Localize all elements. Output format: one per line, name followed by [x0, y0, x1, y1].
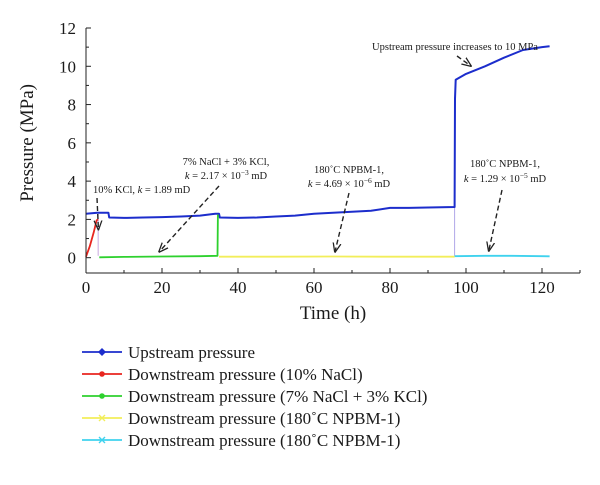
y-tick-label: 4	[68, 172, 77, 191]
series-line-2	[85, 218, 99, 258]
annotation-line: 180˚C NPBM-1,	[314, 165, 384, 176]
legend-entry-5: Downstream pressure (180˚C NPBM-1)	[82, 431, 400, 450]
legend-marker-circle	[99, 393, 105, 399]
legend-marker-circle	[99, 371, 105, 377]
annotation-arrow-npbm-middle	[335, 192, 350, 252]
annotations: 10% KCl, k = 1.89 mD7% NaCl + 3% KCl,k =…	[93, 42, 547, 252]
legend-label: Downstream pressure (7% NaCl + 3% KCl)	[128, 387, 427, 406]
y-tick-label: 6	[68, 134, 77, 153]
x-tick-label: 100	[453, 278, 479, 297]
annotation-line: k = 1.29 × 10−5 mD	[464, 171, 547, 185]
plot-area	[85, 45, 550, 259]
annotation-line: 7% NaCl + 3% KCl,	[183, 157, 270, 168]
annotation-line: 180˚C NPBM-1,	[470, 159, 540, 170]
legend-entry-1: Upstream pressure	[82, 343, 255, 362]
annotation-npbm-middle: 180˚C NPBM-1,k = 4.69 × 10−6 mD	[308, 165, 391, 190]
annotation-nacl-kcl: 7% NaCl + 3% KCl,k = 2.17 × 10−3 mD	[183, 157, 270, 182]
y-tick-label: 10	[59, 57, 76, 76]
annotation-line: k = 2.17 × 10−3 mD	[185, 168, 268, 182]
series-line-1	[85, 45, 550, 219]
annotation-arrow-10pct-kcl	[97, 197, 98, 229]
legend-entry-4: Downstream pressure (180˚C NPBM-1)	[82, 409, 400, 428]
legend-entry-3: Downstream pressure (7% NaCl + 3% KCl)	[82, 387, 427, 406]
annotation-arrow-npbm-right	[489, 189, 503, 251]
legend: Upstream pressure Downstream pressure (10…	[82, 343, 427, 450]
y-tick-label: 8	[68, 96, 77, 115]
x-tick-label: 80	[382, 278, 399, 297]
x-tick-label: 0	[82, 278, 91, 297]
x-tick-label: 120	[529, 278, 555, 297]
annotation-arrow-nacl-kcl	[159, 185, 220, 252]
x-axis-title: Time (h)	[300, 303, 366, 324]
x-tick-label: 40	[230, 278, 247, 297]
legend-marker-x	[98, 436, 106, 444]
x-tick-label: 60	[306, 278, 323, 297]
legend-marker-diamond	[98, 348, 106, 356]
legend-entry-2: Downstream pressure (10% NaCl)	[82, 365, 363, 384]
x-tick-label: 20	[154, 278, 171, 297]
legend-label: Upstream pressure	[128, 343, 255, 362]
series-line-3	[99, 214, 219, 259]
y-tick-label: 2	[68, 210, 77, 229]
annotation-npbm-right: 180˚C NPBM-1,k = 1.29 × 10−5 mD	[464, 159, 547, 185]
annotation-arrow-upstream	[456, 55, 471, 66]
y-tick-label: 0	[68, 249, 77, 268]
legend-label: Downstream pressure (10% NaCl)	[128, 365, 363, 384]
y-axis-title: Pressure (MPa)	[17, 84, 38, 202]
legend-marker-x	[98, 414, 106, 422]
legend-label: Downstream pressure (180˚C NPBM-1)	[128, 431, 400, 450]
annotation-10pct-kcl: 10% KCl, k = 1.89 mD	[93, 185, 191, 196]
legend-label: Downstream pressure (180˚C NPBM-1)	[128, 409, 400, 428]
y-tick-label: 12	[59, 19, 76, 38]
annotation-upstream-increase: Upstream pressure increases to 10 MPa	[372, 42, 538, 53]
annotation-line: k = 4.69 × 10−6 mD	[308, 176, 391, 190]
